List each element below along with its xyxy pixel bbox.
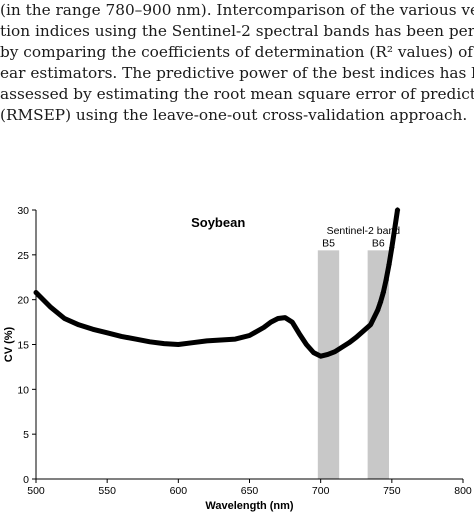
y-tick-label: 20: [17, 295, 29, 307]
x-tick-label: 500: [27, 485, 45, 497]
band-annotation: Sentinel-2 band: [327, 225, 401, 237]
paragraph-line: (RMSEP) using the leave-one-out cross-va…: [0, 106, 468, 124]
x-tick-label: 650: [241, 485, 259, 497]
band-label-b6: B6: [372, 237, 385, 249]
series-layer: [33, 207, 401, 359]
x-tick-label: 800: [454, 485, 472, 497]
y-tick-label: 15: [17, 340, 29, 352]
body-paragraph: (in the range 780–900 nm). Intercomparis…: [0, 0, 474, 126]
paragraph-line: tion indices using the Sentinel-2 spectr…: [0, 22, 474, 40]
x-axis-label: Wavelength (nm): [205, 500, 294, 512]
cv-series-point: [380, 289, 387, 296]
paragraph-line: ear estimators. The predictive power of …: [0, 64, 474, 82]
y-tick-label: 5: [23, 429, 29, 441]
paragraph-line: assessed by estimating the root mean squ…: [0, 85, 474, 103]
y-tick-label: 30: [17, 205, 29, 217]
band-b6: [367, 250, 389, 479]
cv-series-point: [374, 307, 381, 314]
x-tick-label: 750: [383, 485, 401, 497]
chart-title: Soybean: [191, 215, 245, 230]
band-b5: [317, 250, 340, 479]
cv-series-point: [383, 277, 389, 283]
y-axis-label: CV (%): [3, 326, 15, 362]
cv-series-point: [367, 321, 374, 328]
cv-series-line: [33, 207, 400, 359]
cv-chart: B5 B6 500 550 600 650 700 750 800 0 5 10 15 20 25 30 S…: [3, 205, 472, 512]
paragraph-line: by comparing the coefficients of determi…: [0, 43, 474, 61]
band-label-b5: B5: [322, 237, 335, 249]
bands-layer: B5 B6: [317, 237, 389, 479]
x-tick-label: 550: [98, 485, 116, 497]
y-tick-label: 10: [17, 384, 29, 396]
x-tick-label: 600: [170, 485, 188, 497]
cv-wavelength-figure: B5 B6 500 550 600 650 700 750 800 0 5 10 15 20 25 30 S…: [0, 190, 474, 516]
ticks-layer: 500 550 600 650 700 750 800 0 5 10 15 20 25 30: [17, 205, 472, 497]
axes-layer: [35, 210, 463, 480]
y-tick-label: 0: [23, 474, 29, 486]
x-tick-label: 700: [312, 485, 330, 497]
paragraph-line: (in the range 780–900 nm). Intercomparis…: [0, 1, 474, 19]
y-tick-label: 25: [17, 250, 29, 262]
